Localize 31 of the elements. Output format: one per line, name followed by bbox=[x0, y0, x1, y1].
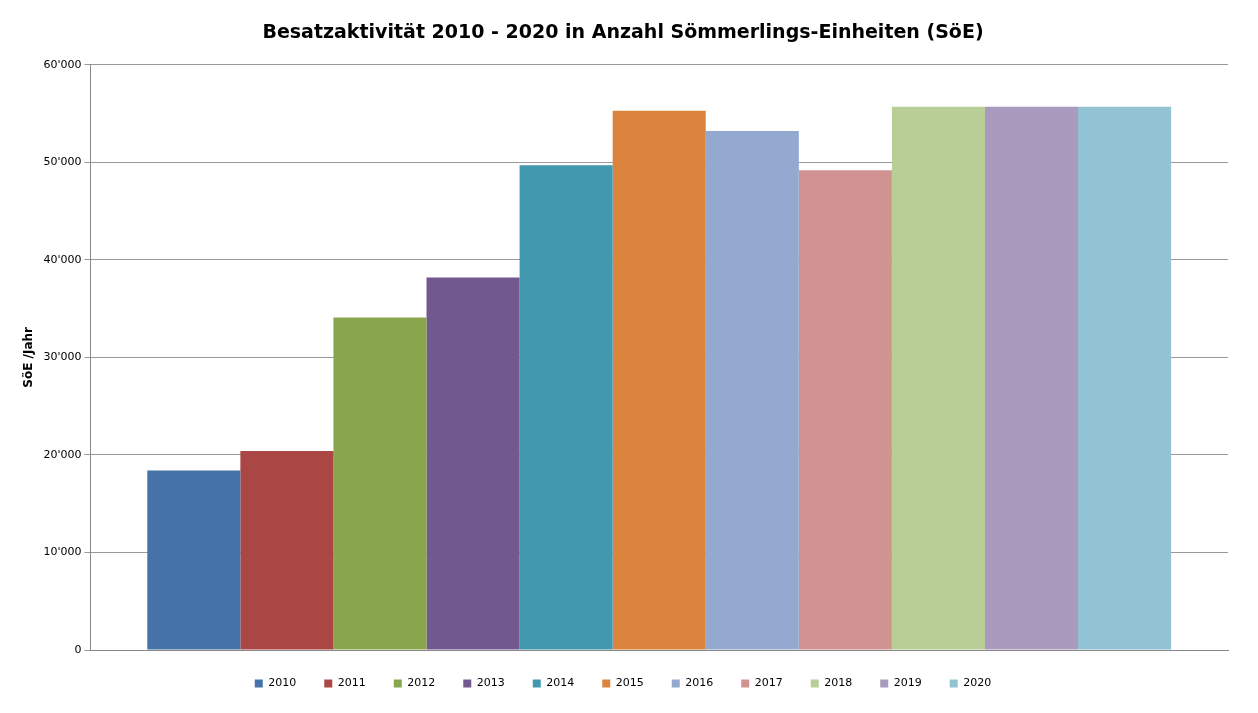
y-tick-label: 20'000 bbox=[43, 447, 82, 461]
bar bbox=[333, 317, 427, 650]
legend-label: 2018 bbox=[824, 676, 853, 690]
legend-label: 2017 bbox=[754, 676, 783, 690]
y-tick-label: 40'000 bbox=[43, 252, 82, 266]
y-axis-title: SöE /Jahr bbox=[21, 326, 36, 388]
bar bbox=[984, 106, 1079, 650]
bar bbox=[426, 277, 520, 650]
legend-label: 2014 bbox=[546, 676, 575, 690]
bar bbox=[798, 170, 892, 650]
legend-label: 2011 bbox=[337, 676, 366, 690]
legend-label: 2020 bbox=[963, 676, 992, 690]
legend-label: 2019 bbox=[893, 676, 922, 690]
legend-label: 2015 bbox=[615, 676, 644, 690]
bar bbox=[891, 106, 985, 650]
y-tick-label: 60'000 bbox=[43, 57, 82, 71]
bar bbox=[147, 470, 241, 650]
y-tick-label: 10'000 bbox=[43, 545, 82, 559]
legend-label: 2016 bbox=[685, 676, 714, 690]
chart-title: Besatzaktivität 2010 - 2020 in Anzahl Sömmerlings-Einheiten (SöE) bbox=[262, 20, 984, 43]
bar bbox=[1078, 106, 1172, 650]
bar bbox=[240, 451, 334, 650]
legend-label: 2010 bbox=[268, 676, 297, 690]
legend-label: 2013 bbox=[476, 676, 505, 690]
bar bbox=[612, 110, 706, 650]
y-tick-label: 0 bbox=[74, 642, 82, 656]
y-tick-label: 50'000 bbox=[43, 155, 82, 169]
bar bbox=[519, 165, 613, 650]
bar bbox=[705, 131, 799, 650]
y-tick-label: 30'000 bbox=[43, 350, 82, 364]
legend-label: 2012 bbox=[407, 676, 436, 690]
